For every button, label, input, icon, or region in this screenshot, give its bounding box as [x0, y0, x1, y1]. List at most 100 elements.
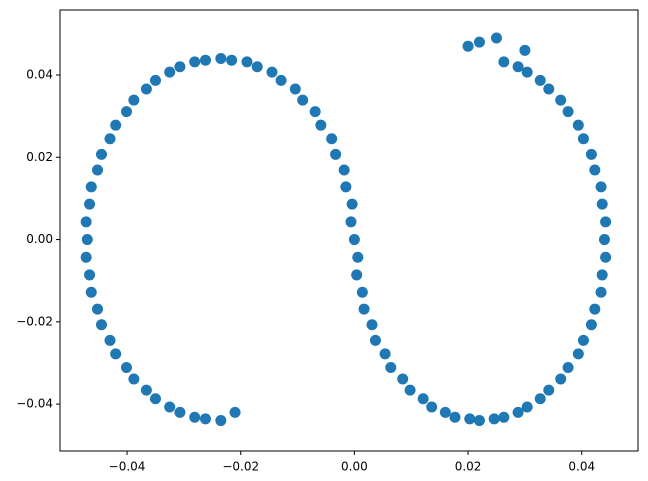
point	[366, 319, 378, 331]
point	[543, 384, 555, 396]
point	[120, 106, 132, 118]
point	[174, 406, 186, 418]
point	[346, 198, 358, 210]
point	[464, 413, 476, 425]
point	[128, 373, 140, 385]
point	[490, 32, 502, 44]
point	[589, 164, 601, 176]
point	[84, 198, 96, 210]
point	[80, 216, 92, 228]
point	[215, 415, 227, 427]
point	[379, 348, 391, 360]
point	[95, 319, 107, 331]
point	[462, 40, 474, 52]
point	[338, 164, 350, 176]
point	[340, 181, 352, 193]
point	[417, 393, 429, 405]
point	[345, 216, 357, 228]
x-tick-label: −0.04	[109, 460, 146, 474]
point	[140, 384, 152, 396]
point	[199, 54, 211, 66]
point	[521, 66, 533, 78]
point	[521, 401, 533, 413]
point	[404, 384, 416, 396]
point	[226, 54, 238, 66]
point	[596, 198, 608, 210]
point	[110, 119, 122, 131]
point	[358, 303, 370, 315]
point	[498, 56, 510, 68]
x-tick-label: 0.02	[455, 460, 482, 474]
point	[297, 94, 309, 106]
point	[199, 413, 211, 425]
point	[289, 83, 301, 95]
point	[585, 148, 597, 160]
point	[596, 269, 608, 281]
point	[534, 74, 546, 86]
point	[356, 286, 368, 298]
point	[562, 361, 574, 373]
y-tick-label: 0.00	[26, 232, 53, 246]
point	[189, 56, 201, 68]
point	[585, 319, 597, 331]
point	[120, 361, 132, 373]
point	[164, 66, 176, 78]
point	[80, 251, 92, 263]
point	[369, 334, 381, 346]
point	[600, 251, 612, 263]
point	[81, 234, 93, 246]
point	[598, 234, 610, 246]
point	[512, 61, 524, 73]
point	[266, 66, 278, 78]
point	[251, 61, 263, 73]
point	[330, 148, 342, 160]
x-tick-label: 0.00	[341, 460, 368, 474]
point	[449, 411, 461, 423]
point	[439, 406, 451, 418]
point	[149, 74, 161, 86]
y-tick-label: 0.04	[26, 67, 53, 81]
point	[519, 44, 531, 56]
point	[572, 348, 584, 360]
point	[572, 119, 584, 131]
point	[595, 286, 607, 298]
point	[140, 83, 152, 95]
point	[92, 164, 104, 176]
point	[595, 181, 607, 193]
x-tick-label: 0.04	[568, 460, 595, 474]
point	[600, 216, 612, 228]
point	[315, 119, 327, 131]
point	[348, 234, 360, 246]
point	[498, 411, 510, 423]
y-tick-label: −0.02	[16, 314, 53, 328]
point	[164, 401, 176, 413]
point	[385, 361, 397, 373]
point	[229, 406, 241, 418]
point	[555, 94, 567, 106]
point	[174, 61, 186, 73]
point	[215, 53, 227, 65]
point	[92, 303, 104, 315]
point	[85, 286, 97, 298]
point	[488, 413, 500, 425]
point	[309, 106, 321, 118]
point	[473, 415, 485, 427]
point	[555, 373, 567, 385]
point	[397, 373, 409, 385]
point	[351, 269, 363, 281]
point	[85, 181, 97, 193]
point	[577, 133, 589, 145]
point	[473, 36, 485, 48]
point	[189, 411, 201, 423]
point	[326, 133, 338, 145]
point	[104, 334, 116, 346]
point	[149, 393, 161, 405]
point	[352, 251, 364, 263]
point	[512, 406, 524, 418]
point	[577, 334, 589, 346]
y-tick-label: 0.02	[26, 150, 53, 164]
point	[128, 94, 140, 106]
y-tick-label: −0.04	[16, 397, 53, 411]
point	[589, 303, 601, 315]
